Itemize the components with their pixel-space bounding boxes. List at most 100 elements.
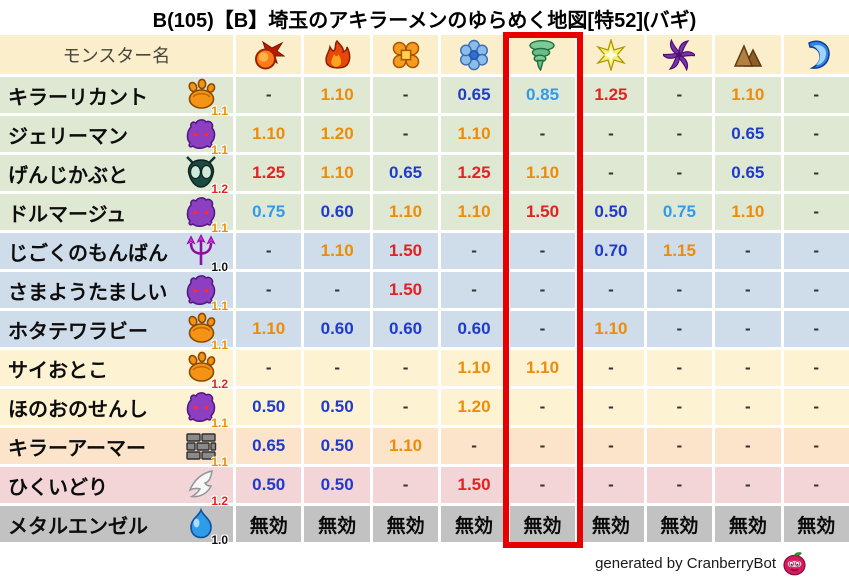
resistance-cell: 1.10 xyxy=(236,311,302,347)
monster-name-label: さまようたましい xyxy=(8,281,168,304)
resistance-cell: 1.50 xyxy=(372,272,439,308)
burst-icon xyxy=(390,39,422,71)
resistance-cell: - xyxy=(646,272,713,308)
resistance-cell: - xyxy=(509,116,576,152)
resistance-cell: - xyxy=(578,116,644,152)
resistance-cell: 無効 xyxy=(715,506,781,542)
type-multiplier-badge: 1.1 xyxy=(211,416,228,430)
resistance-cell: - xyxy=(372,389,439,425)
resistance-cell: - xyxy=(715,350,781,386)
resistance-cell: - xyxy=(783,155,849,191)
flame-icon xyxy=(321,39,353,71)
monster-name-header-label: モンスター名 xyxy=(62,45,171,66)
resistance-cell: - xyxy=(783,467,849,503)
purple-blob-icon: 1.1 xyxy=(184,117,228,157)
resistance-cell: - xyxy=(236,77,302,113)
resistance-cell: 1.10 xyxy=(372,194,439,230)
resistance-cell: - xyxy=(715,428,781,464)
element-column-header xyxy=(372,35,439,74)
resistance-cell: - xyxy=(236,272,302,308)
monster-name-label: じごくのもんばん xyxy=(8,242,168,265)
beetle-icon: 1.2 xyxy=(184,156,228,196)
resistance-cell: - xyxy=(372,467,439,503)
type-multiplier-badge: 1.1 xyxy=(211,455,228,469)
wing-icon: 1.2 xyxy=(184,468,228,508)
resistance-cell: 1.10 xyxy=(304,233,370,269)
resistance-cell: 1.10 xyxy=(509,350,576,386)
monster-name-label: ドルマージュ xyxy=(8,203,127,226)
type-multiplier-badge: 1.0 xyxy=(211,533,228,547)
element-column-header xyxy=(783,35,849,74)
type-multiplier-badge: 1.0 xyxy=(211,260,228,274)
type-multiplier-badge: 1.2 xyxy=(211,494,228,508)
element-column-header xyxy=(578,35,644,74)
resistance-cell: - xyxy=(372,116,439,152)
resistance-cell: - xyxy=(304,350,370,386)
resistance-cell: - xyxy=(715,389,781,425)
monster-row: ジェリーマン 1.1 xyxy=(0,116,233,157)
resistance-cell: 1.10 xyxy=(236,116,302,152)
type-multiplier-badge: 1.1 xyxy=(211,143,228,157)
beast-paw-icon: 1.2 xyxy=(184,351,228,391)
resistance-cell: 0.65 xyxy=(715,116,781,152)
monster-name-label: サイおとこ xyxy=(8,359,108,382)
resistance-cell: - xyxy=(646,389,713,425)
slime-icon: 1.0 xyxy=(184,507,228,547)
resistance-cell: - xyxy=(578,272,644,308)
resistance-cell: 1.10 xyxy=(441,116,507,152)
resistance-cell: - xyxy=(578,428,644,464)
resistance-table: モンスター名 キラーリカント 1.1-1.10-0.65 0.85 1.25-1.10… xyxy=(0,35,849,547)
mountain-icon xyxy=(732,39,764,71)
resistance-cell: 0.60 xyxy=(304,311,370,347)
monster-name-label: ひくいどり xyxy=(8,476,108,499)
monster-row: キラーアーマー 1.1 xyxy=(0,428,233,469)
resistance-cell: 0.50 xyxy=(304,389,370,425)
monster-row: サイおとこ 1.2 xyxy=(0,350,233,391)
purple-blob-icon: 1.1 xyxy=(184,273,228,313)
beast-paw-icon: 1.1 xyxy=(184,312,228,352)
resistance-cell: - xyxy=(578,350,644,386)
monster-row: ひくいどり 1.2 xyxy=(0,467,233,508)
resistance-cell: - xyxy=(783,194,849,230)
resistance-cell: 無効 xyxy=(236,506,302,542)
monster-name-label: キラーアーマー xyxy=(8,437,146,460)
resistance-cell: - xyxy=(578,467,644,503)
pinwheel-icon xyxy=(663,39,696,71)
resistance-cell: 0.65 xyxy=(372,155,439,191)
type-multiplier-badge: 1.2 xyxy=(211,377,228,391)
resistance-cell: 0.50 xyxy=(578,194,644,230)
resistance-cell: 1.25 xyxy=(441,155,507,191)
resistance-cell: - xyxy=(441,233,507,269)
resistance-cell: - xyxy=(646,77,713,113)
monster-name-label: ジェリーマン xyxy=(8,125,128,148)
resistance-cell: - xyxy=(509,389,576,425)
resistance-cell: - xyxy=(646,350,713,386)
snowflake-icon xyxy=(458,39,490,71)
resistance-cell: 1.10 xyxy=(715,77,781,113)
resistance-cell: 1.10 xyxy=(372,428,439,464)
resistance-cell: - xyxy=(509,272,576,308)
resistance-cell: - xyxy=(783,116,849,152)
resistance-cell: 1.10 xyxy=(509,155,576,191)
monster-name-label: メタルエンゼル xyxy=(8,515,148,538)
resistance-cell: - xyxy=(783,77,849,113)
resistance-cell: - xyxy=(715,233,781,269)
resistance-cell: - xyxy=(783,350,849,386)
footer-credit: generated by CranberryBot xyxy=(595,551,807,576)
purple-blob-icon: 1.1 xyxy=(184,195,228,235)
resistance-cell: 0.65 xyxy=(715,155,781,191)
type-multiplier-badge: 1.2 xyxy=(211,182,228,196)
monster-row: ドルマージュ 1.1 xyxy=(0,194,233,235)
resistance-cell: - xyxy=(509,428,576,464)
type-multiplier-badge: 1.1 xyxy=(211,299,228,313)
resistance-cell: 0.60 xyxy=(441,311,507,347)
cranberry-bot-icon xyxy=(782,551,807,576)
monster-row: ホタテワラビー 1.1 xyxy=(0,311,233,352)
element-column-header xyxy=(646,35,713,74)
resistance-cell: - xyxy=(372,350,439,386)
monster-row: さまようたましい 1.1 xyxy=(0,272,233,313)
monster-name-label: げんじかぶと xyxy=(8,164,128,187)
resistance-cell: 1.10 xyxy=(441,194,507,230)
element-column-header xyxy=(304,35,370,74)
purple-blob-icon: 1.1 xyxy=(184,390,228,430)
